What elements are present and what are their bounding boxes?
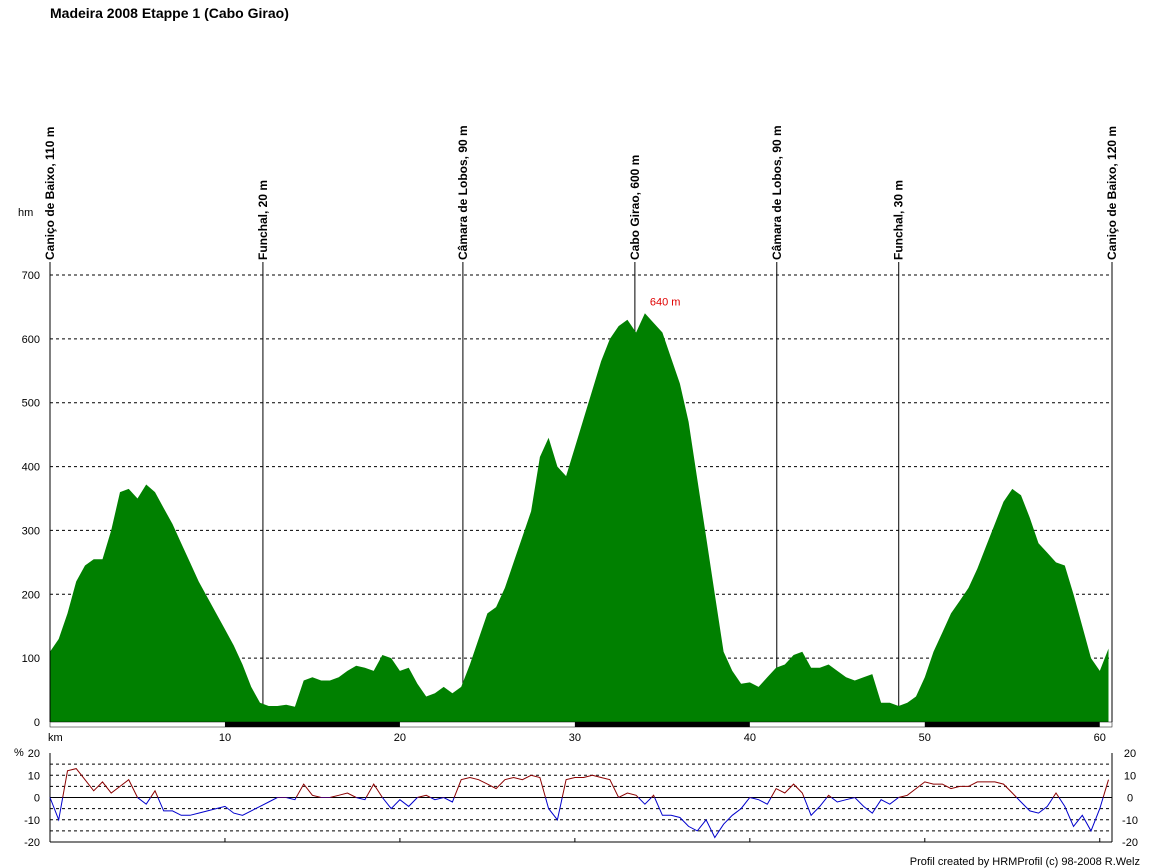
gradient-line: [49, 768, 1109, 839]
waypoint-label: Funchal, 30 m: [892, 180, 906, 260]
x-axis-bar-segment: [924, 722, 1100, 727]
waypoint-label: Caniço de Baixo, 120 m: [1105, 126, 1119, 260]
waypoint-label: Câmara de Lobos, 90 m: [456, 125, 470, 260]
elevation-area: [50, 313, 1109, 722]
y-tick-label: 700: [22, 270, 40, 282]
x-tick-label: 10: [219, 732, 231, 744]
x-tick-label: 30: [569, 732, 581, 744]
annotation: 640 m: [650, 296, 681, 308]
y-tick-label: 500: [22, 398, 40, 410]
x-tick-label: 20: [394, 732, 406, 744]
y2-tick-label: -10: [1122, 815, 1138, 827]
waypoint-label: Cabo Girao, 600 m: [628, 155, 642, 260]
y-tick-label: 20: [28, 748, 40, 760]
y-tick-label: 400: [22, 462, 40, 474]
y-tick-label: 10: [28, 770, 40, 782]
x-tick-label: 50: [919, 732, 931, 744]
x-axis-label: km: [48, 732, 63, 744]
y-tick-label: 600: [22, 334, 40, 346]
x-axis-bar-segment: [224, 722, 400, 727]
y2-tick-label: 0: [1127, 793, 1133, 805]
y-tick-label: 0: [34, 793, 40, 805]
y2-tick-label: 10: [1124, 770, 1136, 782]
y-tick-label: 0: [34, 717, 40, 729]
waypoint-label: Funchal, 20 m: [256, 180, 270, 260]
waypoint-label: Caniço de Baixo, 110 m: [43, 127, 57, 260]
y-tick-label: -10: [24, 815, 40, 827]
waypoint-label: Câmara de Lobos, 90 m: [770, 125, 784, 260]
x-tick-label: 40: [744, 732, 756, 744]
y-tick-label: 300: [22, 525, 40, 537]
chart-title: Madeira 2008 Etappe 1 (Cabo Girao): [50, 5, 289, 21]
x-tick-label: 60: [1094, 732, 1106, 744]
y-axis-label: %: [14, 747, 24, 759]
y-tick-label: 100: [22, 653, 40, 665]
y-tick-label: -20: [24, 837, 40, 849]
footer: Profil created by HRMProfil (c) 98-2008 …: [910, 856, 1140, 868]
y-axis-label: hm: [18, 207, 33, 219]
x-axis-bar-segment: [574, 722, 750, 727]
y2-tick-label: -20: [1122, 837, 1138, 849]
y2-tick-label: 20: [1124, 748, 1136, 760]
y-tick-label: 200: [22, 589, 40, 601]
